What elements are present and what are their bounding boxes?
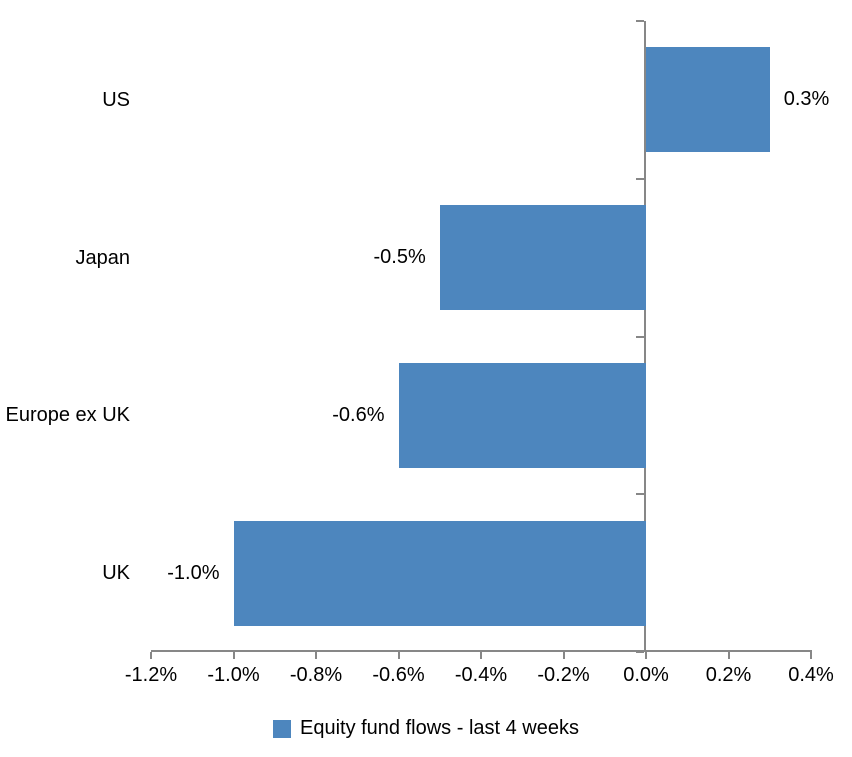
y-axis-tick <box>636 651 644 653</box>
bar-europe-ex-uk <box>398 362 646 468</box>
x-tick-label: -1.2% <box>124 664 178 686</box>
x-tick-label: 0.0% <box>623 664 669 686</box>
x-tick-label: -1.0% <box>207 664 260 686</box>
x-axis-tick <box>810 652 812 659</box>
x-tick-label: -0.2% <box>537 664 590 686</box>
y-axis-tick <box>636 335 644 338</box>
x-axis-tick <box>562 652 565 659</box>
x-tick-label: -0.4% <box>454 664 508 686</box>
x-axis-tick <box>315 652 317 659</box>
x-axis-tick <box>480 652 482 659</box>
x-axis-tick <box>727 652 730 659</box>
data-label: -1.0% <box>167 561 220 584</box>
y-axis-line <box>644 21 646 652</box>
x-tick-label: 0.4% <box>788 664 834 686</box>
x-axis-tick <box>232 652 235 659</box>
category-label: Japan <box>75 246 131 269</box>
x-axis-tick <box>645 652 647 659</box>
y-axis-tick <box>636 493 644 496</box>
data-label: -0.6% <box>332 403 385 426</box>
bar-uk <box>233 520 646 626</box>
x-axis-tick <box>150 652 152 659</box>
x-tick-label: -0.8% <box>289 664 343 686</box>
category-label: Europe ex UK <box>5 404 130 427</box>
category-label: UK <box>102 562 130 585</box>
legend: Equity fund flows - last 4 weeks <box>0 717 852 740</box>
legend-swatch <box>272 719 291 738</box>
data-label: -0.5% <box>373 246 426 269</box>
x-axis-tick <box>397 652 400 659</box>
x-axis-line <box>151 650 812 652</box>
bar-us <box>646 47 770 153</box>
y-axis-tick <box>636 20 644 22</box>
x-tick-label: 0.2% <box>705 664 752 686</box>
bar-japan <box>439 205 646 311</box>
x-tick-label: -0.6% <box>372 664 425 686</box>
y-axis-tick <box>636 177 644 180</box>
data-label: 0.3% <box>783 88 830 111</box>
legend-label: Equity fund flows - last 4 weeks <box>299 717 579 739</box>
category-label: US <box>102 88 130 111</box>
